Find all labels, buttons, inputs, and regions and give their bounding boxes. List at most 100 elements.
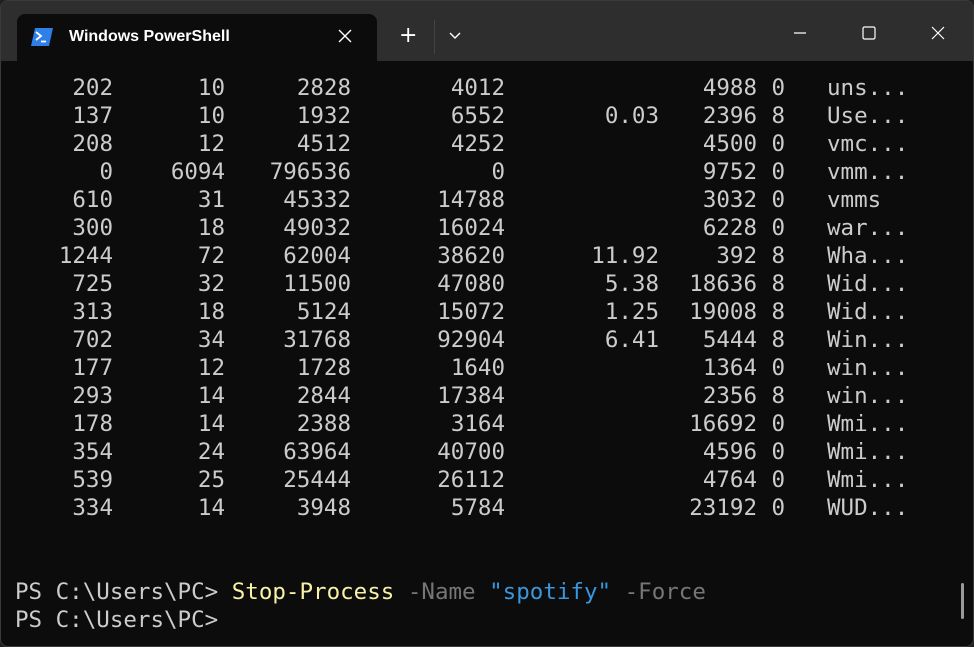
table-cell: 796536	[269, 159, 351, 185]
table-cell: 0	[99, 159, 113, 185]
prompt: PS C:\Users\PC>	[15, 579, 232, 605]
table-row: 137 10 1932 6552 0.03 2396 8 Use...	[1, 102, 973, 130]
table-row: 293 14 2844 17384 2356 8 win...	[1, 382, 973, 410]
table-row: 725 32 11500 47080 5.38 18636 8 Wid...	[1, 270, 973, 298]
close-icon	[338, 29, 352, 43]
table-cell: 3948	[296, 495, 351, 521]
table-row: 354 24 63964 40700 4596 0 Wmi...	[1, 438, 973, 466]
table-cell: 202	[72, 75, 113, 101]
table-cell: 25444	[283, 467, 351, 493]
table-cell: 334	[72, 495, 113, 521]
table-cell: 2356	[702, 383, 757, 409]
table-cell: 18636	[689, 271, 757, 297]
table-cell: 0	[771, 131, 785, 157]
table-cell: Use...	[827, 103, 909, 129]
table-cell: 32	[197, 271, 225, 297]
table-cell: 392	[716, 243, 757, 269]
table-cell: 702	[72, 327, 113, 353]
table-row: 334 14 3948 5784 23192 0 WUD...	[1, 494, 973, 522]
table-cell: 1.25	[604, 299, 659, 325]
table-cell: vmm...	[827, 159, 909, 185]
table-cell: win...	[827, 383, 909, 409]
divider	[434, 20, 435, 54]
table-cell: 18	[197, 215, 225, 241]
table-cell: uns...	[827, 75, 909, 101]
table-row: 208 12 4512 4252 4500 0 vmc...	[1, 130, 973, 158]
table-cell: 4252	[450, 131, 505, 157]
close-tab-button[interactable]	[335, 26, 355, 46]
table-cell: 0	[771, 439, 785, 465]
maximize-button[interactable]	[846, 19, 892, 47]
table-cell: 8	[771, 299, 785, 325]
table-cell: 16692	[689, 411, 757, 437]
table-row: 202 10 2828 4012 4988 0 uns...	[1, 74, 973, 102]
table-cell: 72	[197, 243, 225, 269]
table-cell: 12	[197, 131, 225, 157]
table-cell: 0	[771, 411, 785, 437]
table-cell: vmms	[827, 187, 882, 213]
table-cell: 208	[72, 131, 113, 157]
table-cell: 34	[197, 327, 225, 353]
table-cell: 1364	[702, 355, 757, 381]
table-cell: 5.38	[604, 271, 659, 297]
table-cell: 18	[197, 299, 225, 325]
table-cell: 300	[72, 215, 113, 241]
table-row: 177 12 1728 1640 1364 0 win...	[1, 354, 973, 382]
table-cell: Win...	[827, 327, 909, 353]
table-cell: 354	[72, 439, 113, 465]
table-cell: 8	[771, 383, 785, 409]
table-cell: 62004	[283, 243, 351, 269]
table-cell: 6552	[450, 103, 505, 129]
table-cell: 178	[72, 411, 113, 437]
table-cell: 0	[771, 159, 785, 185]
table-cell: 26112	[437, 467, 505, 493]
table-cell: Wmi...	[827, 439, 909, 465]
table-cell: 610	[72, 187, 113, 213]
minimize-button[interactable]	[777, 19, 823, 47]
table-cell: 49032	[283, 215, 351, 241]
table-cell: 23192	[689, 495, 757, 521]
table-cell: war...	[827, 215, 909, 241]
table-cell: 0.03	[604, 103, 659, 129]
table-cell: 4512	[296, 131, 351, 157]
table-cell: 1728	[296, 355, 351, 381]
table-cell: 725	[72, 271, 113, 297]
parameter-name: -Name	[394, 579, 490, 605]
table-cell: 0	[771, 75, 785, 101]
table-cell: 4764	[702, 467, 757, 493]
table-row: 0 6094 796536 0 9752 0 vmm...	[1, 158, 973, 186]
scrollbar[interactable]	[961, 583, 964, 619]
table-cell: 14	[197, 411, 225, 437]
tab-windows-powershell[interactable]: Windows PowerShell	[17, 14, 377, 61]
table-cell: 5784	[450, 495, 505, 521]
close-window-button[interactable]	[915, 19, 961, 47]
table-cell: 0	[771, 355, 785, 381]
powershell-icon	[31, 28, 53, 46]
table-cell: 6094	[170, 159, 225, 185]
current-prompt[interactable]: PS C:\Users\PC>	[15, 607, 219, 633]
table-cell: vmc...	[827, 131, 909, 157]
table-row: 702 34 31768 92904 6.41 5444 8 Win...	[1, 326, 973, 354]
table-cell: 2844	[296, 383, 351, 409]
table-row: 178 14 2388 3164 16692 0 Wmi...	[1, 410, 973, 438]
table-cell: 1932	[296, 103, 351, 129]
table-cell: 5124	[296, 299, 351, 325]
parameter-value: "spotify"	[489, 579, 612, 605]
terminal-output[interactable]: 202 10 2828 4012 4988 0 uns... 137 10 1932 6552 0.0…	[1, 61, 973, 646]
table-cell: 38620	[437, 243, 505, 269]
table-cell: 2828	[296, 75, 351, 101]
table-cell: Wid...	[827, 271, 909, 297]
new-tab-button[interactable]: +	[399, 23, 418, 48]
table-cell: 8	[771, 271, 785, 297]
table-cell: 16024	[437, 215, 505, 241]
table-cell: 8	[771, 327, 785, 353]
table-cell: 24	[197, 439, 225, 465]
chevron-down-icon[interactable]	[448, 29, 462, 43]
table-cell: 45332	[283, 187, 351, 213]
table-row: 610 31 45332 14788 3032 0 vmms	[1, 186, 973, 214]
table-cell: 14788	[437, 187, 505, 213]
table-cell: 11.92	[591, 243, 659, 269]
table-cell: 2396	[702, 103, 757, 129]
table-cell: 0	[771, 215, 785, 241]
table-cell: 2388	[296, 411, 351, 437]
